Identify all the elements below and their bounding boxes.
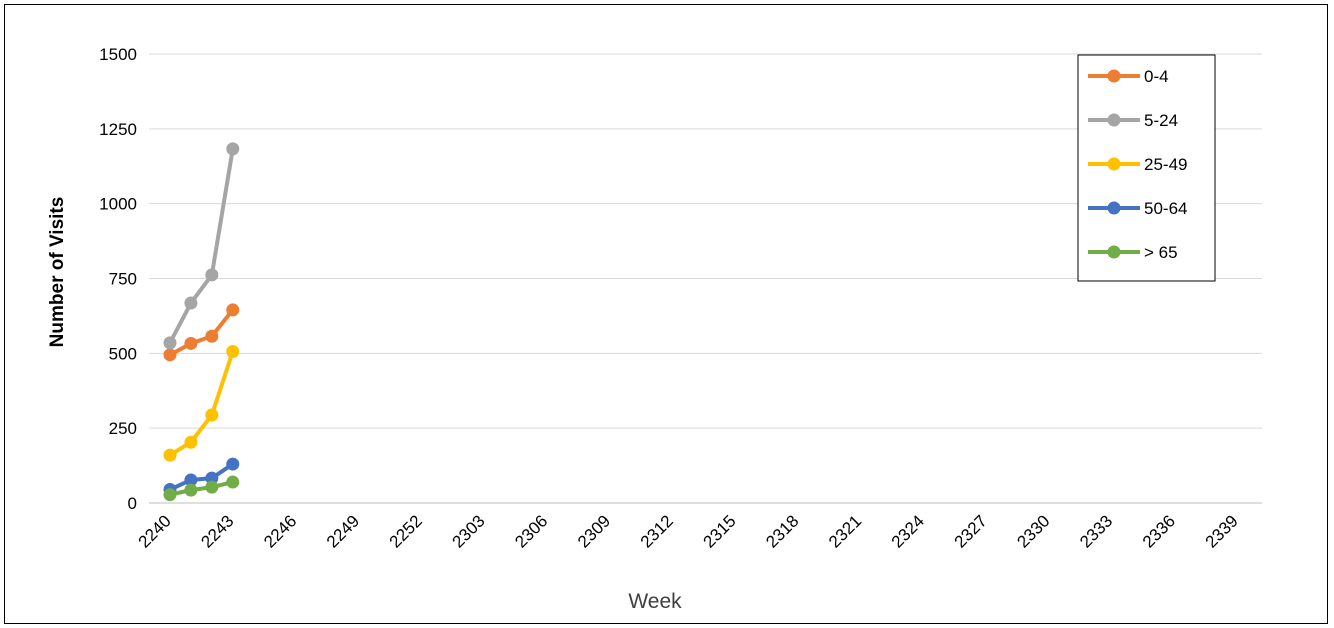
data-point: [163, 488, 177, 502]
legend-entry: 50-64: [1088, 199, 1187, 218]
data-point: [184, 336, 198, 350]
legend: 0-4 5-24 25-49 50-64 > 65: [1077, 54, 1216, 282]
legend-swatch-marker: [1107, 69, 1121, 83]
x-tick-label: 2240: [135, 511, 175, 551]
x-axis-title: Week: [628, 590, 682, 613]
data-point: [226, 142, 240, 156]
data-point: [205, 480, 219, 494]
y-tick-label: 1500: [99, 45, 137, 64]
data-point: [205, 329, 219, 343]
legend-label: > 65: [1144, 243, 1178, 262]
x-tick-label: 2309: [574, 511, 614, 551]
x-tick-label: 2312: [637, 511, 677, 551]
x-axis-ticks: 2240 2243 2246 2249 2252 2303 2306 2309 2312 2315…: [135, 511, 1242, 551]
series-line: [168, 146, 235, 345]
series--65: [163, 475, 240, 502]
y-tick-label: 250: [109, 419, 137, 438]
data-point: [163, 348, 177, 362]
x-tick-label: 2327: [951, 511, 991, 551]
gridlines: [149, 53, 1262, 504]
x-tick-label: 2243: [197, 511, 237, 551]
data-point: [205, 268, 219, 282]
data-point: [163, 336, 177, 350]
legend-swatch-marker: [1107, 157, 1121, 171]
y-axis-ticks: 0 250 500 750 1000 1250 1500: [99, 45, 137, 513]
series-line: [168, 462, 235, 492]
legend-swatch-marker: [1107, 113, 1121, 127]
legend-label: 25-49: [1144, 155, 1187, 174]
x-tick-label: 2315: [700, 511, 740, 551]
data-point: [205, 471, 219, 485]
legend-label: 5-24: [1144, 111, 1178, 130]
x-tick-label: 2303: [448, 511, 488, 551]
legend-entry: 25-49: [1088, 155, 1187, 174]
series-line: [168, 480, 235, 497]
y-tick-label: 1000: [99, 195, 137, 214]
data-point: [184, 435, 198, 449]
x-tick-label: 2249: [323, 511, 363, 551]
legend-entry: > 65: [1088, 243, 1178, 262]
data-point: [226, 475, 240, 489]
legend-label: 50-64: [1144, 199, 1187, 218]
legend-label: 0-4: [1144, 67, 1169, 86]
x-tick-label: 2246: [260, 511, 300, 551]
data-point: [226, 345, 240, 359]
y-tick-label: 500: [109, 344, 137, 363]
data-point: [226, 303, 240, 317]
data-point: [163, 448, 177, 462]
data-point: [205, 408, 219, 422]
legend-entry: 0-4: [1088, 67, 1169, 86]
y-tick-label: 750: [109, 270, 137, 289]
x-tick-label: 2321: [825, 511, 865, 551]
x-tick-label: 2333: [1076, 511, 1116, 551]
data-point: [184, 473, 198, 487]
legend-box: [1077, 54, 1216, 282]
y-axis-title: Number of Visits: [47, 197, 68, 348]
data-point: [184, 296, 198, 310]
series-layer: [163, 142, 240, 502]
x-tick-label: 2330: [1013, 511, 1053, 551]
x-tick-label: 2252: [386, 511, 426, 551]
series-line: [168, 349, 235, 458]
series-0-4: [163, 303, 240, 362]
series-5-24: [163, 142, 240, 350]
y-tick-label: 0: [128, 494, 137, 513]
x-tick-label: 2318: [762, 511, 802, 551]
y-tick-label: 1250: [99, 120, 137, 139]
data-point: [184, 483, 198, 497]
x-tick-label: 2336: [1139, 511, 1179, 551]
data-point: [226, 457, 240, 471]
x-tick-label: 2324: [888, 511, 928, 551]
x-tick-label: 2339: [1202, 511, 1242, 551]
series-line: [168, 307, 235, 357]
x-tick-label: 2306: [511, 511, 551, 551]
legend-swatch-marker: [1107, 245, 1121, 259]
series-25-49: [163, 345, 240, 462]
legend-entry: 5-24: [1088, 111, 1178, 130]
legend-swatch-marker: [1107, 201, 1121, 215]
